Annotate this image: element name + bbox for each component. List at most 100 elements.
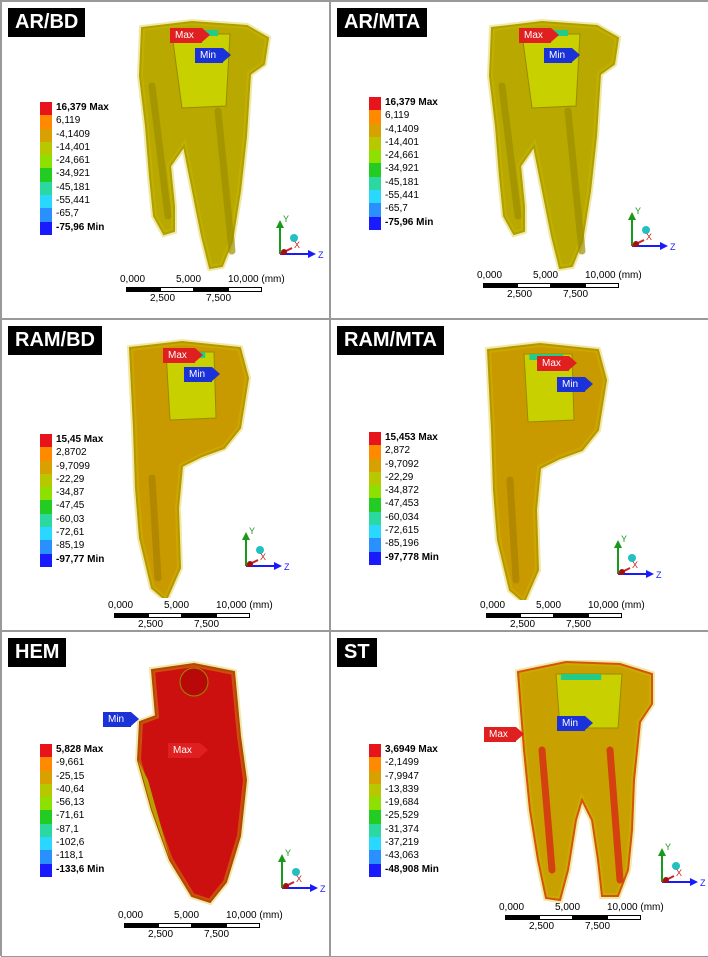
scale-segment bbox=[194, 287, 228, 292]
stress-gradient-region bbox=[560, 674, 602, 680]
scale-bar: 0,000 5,000 10,000 (mm) 2,500 7,500 bbox=[118, 910, 298, 950]
legend-value: -9,7092 bbox=[385, 458, 419, 470]
legend-value: -133,6 Min bbox=[56, 863, 105, 875]
legend-value: -34,872 bbox=[385, 485, 419, 497]
scale-tick-label: 0,000 bbox=[118, 910, 144, 921]
tooth-body bbox=[488, 20, 620, 270]
legend-swatch bbox=[40, 810, 52, 824]
scale-tick-label: 7,500 bbox=[563, 289, 589, 300]
legend-value: 6,119 bbox=[56, 115, 81, 127]
legend-swatch bbox=[40, 797, 52, 811]
legend-value: -13,839 bbox=[385, 783, 419, 795]
max-marker: Max bbox=[170, 28, 210, 43]
y-axis-label: Y bbox=[635, 206, 641, 216]
legend-swatch bbox=[40, 513, 52, 528]
axis-sphere bbox=[642, 226, 650, 234]
scale-segment bbox=[551, 283, 585, 288]
z-axis-label: Z bbox=[700, 878, 706, 888]
legend-swatch bbox=[369, 511, 381, 526]
panel-label: ST bbox=[337, 638, 377, 667]
legend-value: -97,778 Min bbox=[385, 551, 439, 563]
legend-swatch bbox=[369, 97, 381, 111]
legend-swatch bbox=[40, 195, 52, 209]
legend-value: -65,7 bbox=[56, 208, 79, 220]
legend-swatch bbox=[369, 551, 381, 565]
tooth-highlight bbox=[136, 18, 272, 271]
scale-segment bbox=[517, 283, 551, 288]
legend-swatch bbox=[369, 837, 381, 851]
scale-tick-label: 5,000 bbox=[176, 274, 202, 285]
legend-value: -72,61 bbox=[56, 527, 85, 539]
scale-tick-label: 5,000 bbox=[174, 910, 200, 921]
legend-swatch bbox=[40, 863, 52, 877]
scale-segment bbox=[573, 915, 607, 920]
legend-swatch bbox=[369, 797, 381, 811]
scale-tick-label: 10,000 (mm) bbox=[588, 600, 645, 611]
legend-swatch bbox=[369, 203, 381, 217]
legend-value: -60,034 bbox=[385, 511, 419, 523]
legend-swatch bbox=[369, 136, 381, 151]
y-axis-arrow bbox=[628, 212, 636, 220]
min-marker: Min bbox=[195, 48, 231, 63]
figure-panel: RAM/BD 15,45 Max 2,8702 -9,7099 -22,29 -34,87… bbox=[1, 319, 330, 631]
scale-tick-label: 2,500 bbox=[148, 929, 174, 940]
scale-tick-label: 0,000 bbox=[120, 274, 146, 285]
legend-value: -34,921 bbox=[56, 168, 90, 180]
scale-segment bbox=[539, 915, 573, 920]
scale-tick-label: 0,000 bbox=[108, 600, 134, 611]
scale-tick-label: 5,000 bbox=[533, 270, 559, 281]
legend-value: -37,219 bbox=[385, 837, 419, 849]
axis-sphere bbox=[292, 868, 300, 876]
legend-swatch bbox=[369, 770, 381, 784]
z-axis-arrow bbox=[660, 242, 668, 250]
axis-origin bbox=[283, 883, 289, 889]
scale-tick-label: 2,500 bbox=[529, 921, 555, 932]
legend-value: -48,908 Min bbox=[385, 863, 439, 875]
legend-value: -9,661 bbox=[56, 757, 85, 769]
y-axis-label: Y bbox=[283, 214, 289, 224]
scale-tick-label: 2,500 bbox=[510, 619, 536, 630]
figure-panel: ST 3,6949 Max -2,1499 -7,9947 -13,839 -19,684… bbox=[330, 631, 708, 957]
root-canal bbox=[498, 82, 522, 220]
scale-tick-label: 10,000 (mm) bbox=[228, 274, 285, 285]
legend-value: -19,684 bbox=[385, 797, 419, 809]
tooth-highlight bbox=[126, 338, 252, 598]
legend-swatch bbox=[369, 850, 381, 864]
access-cavity bbox=[171, 33, 231, 109]
scale-tick-label: 0,000 bbox=[477, 270, 503, 281]
scale-segment bbox=[182, 613, 216, 618]
x-axis-label: X bbox=[646, 232, 652, 242]
scale-segment bbox=[158, 923, 192, 928]
legend-swatch bbox=[369, 744, 381, 758]
legend-swatch bbox=[369, 110, 381, 124]
axis-triad: Y X Z bbox=[614, 534, 662, 580]
legend-swatch bbox=[40, 473, 52, 488]
legend-swatch bbox=[40, 744, 52, 758]
legend-swatch bbox=[40, 757, 52, 771]
z-axis-label: Z bbox=[318, 250, 324, 260]
scale-segment bbox=[607, 915, 641, 920]
panel-label: AR/BD bbox=[8, 8, 86, 37]
axis-origin bbox=[663, 877, 669, 883]
axis-origin bbox=[281, 249, 287, 255]
legend-value: -7,9947 bbox=[385, 770, 419, 782]
legend-value: -9,7099 bbox=[56, 460, 90, 472]
figure-panel: AR/MTA 16,379 Max 6,119 -4,1409 -14,401 -24,6… bbox=[330, 1, 708, 319]
legend-swatch bbox=[369, 163, 381, 177]
scale-segment bbox=[228, 287, 262, 292]
root-canal bbox=[148, 82, 172, 220]
legend-swatch bbox=[40, 128, 52, 142]
legend-swatch bbox=[40, 837, 52, 851]
access-cavity bbox=[179, 667, 209, 697]
axis-triad: Y X Z bbox=[242, 526, 290, 572]
scale-segment bbox=[126, 287, 160, 292]
legend-value: -75,96 Min bbox=[385, 216, 434, 228]
scale-bar: 0,000 5,000 10,000 (mm) 2,500 7,500 bbox=[480, 600, 660, 630]
tooth-model bbox=[486, 18, 622, 271]
legend-swatch bbox=[40, 783, 52, 798]
legend-value: -87,1 bbox=[56, 823, 79, 835]
panel-label: HEM bbox=[8, 638, 67, 667]
legend-value: -45,181 bbox=[385, 176, 419, 188]
legend-value: 16,379 Max bbox=[385, 97, 438, 108]
legend-swatch bbox=[40, 500, 52, 514]
